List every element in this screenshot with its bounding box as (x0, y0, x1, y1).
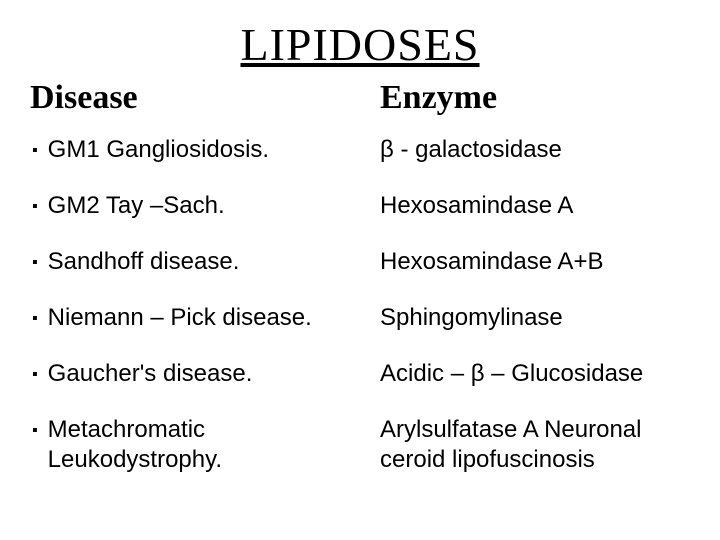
bullet-icon: ▪ (32, 421, 38, 441)
disease-cell: ▪ Niemann – Pick disease. (30, 291, 370, 347)
lipidoses-table: Disease Enzyme ▪ GM1 Gangliosidosis. β -… (30, 77, 690, 489)
slide-title: LIPIDOSES (30, 18, 690, 71)
disease-text: GM1 Gangliosidosis. (48, 135, 370, 165)
enzyme-cell: Acidic – β – Glucosidase (380, 347, 690, 403)
bullet-icon: ▪ (32, 197, 38, 217)
header-enzyme: Enzyme (380, 77, 690, 123)
enzyme-cell: Arylsulfatase A Neuronal ceroid lipofusc… (380, 403, 690, 489)
header-disease: Disease (30, 77, 370, 123)
disease-text: GM2 Tay –Sach. (48, 191, 370, 221)
slide: LIPIDOSES Disease Enzyme ▪ GM1 Gangliosi… (0, 0, 720, 540)
disease-cell: ▪ Metachromatic Leukodystrophy. (30, 403, 370, 489)
enzyme-cell: β - galactosidase (380, 123, 690, 179)
bullet-icon: ▪ (32, 309, 38, 329)
disease-text: Gaucher's disease. (48, 359, 370, 389)
bullet-icon: ▪ (32, 141, 38, 161)
enzyme-cell: Hexosamindase A+B (380, 235, 690, 291)
disease-cell: ▪ GM1 Gangliosidosis. (30, 123, 370, 179)
bullet-icon: ▪ (32, 365, 38, 385)
disease-cell: ▪ GM2 Tay –Sach. (30, 179, 370, 235)
disease-text: Metachromatic Leukodystrophy. (48, 415, 370, 475)
disease-text: Niemann – Pick disease. (48, 303, 370, 333)
disease-text: Sandhoff disease. (48, 247, 370, 277)
enzyme-cell: Hexosamindase A (380, 179, 690, 235)
bullet-icon: ▪ (32, 253, 38, 273)
enzyme-cell: Sphingomylinase (380, 291, 690, 347)
disease-cell: ▪ Gaucher's disease. (30, 347, 370, 403)
disease-cell: ▪ Sandhoff disease. (30, 235, 370, 291)
